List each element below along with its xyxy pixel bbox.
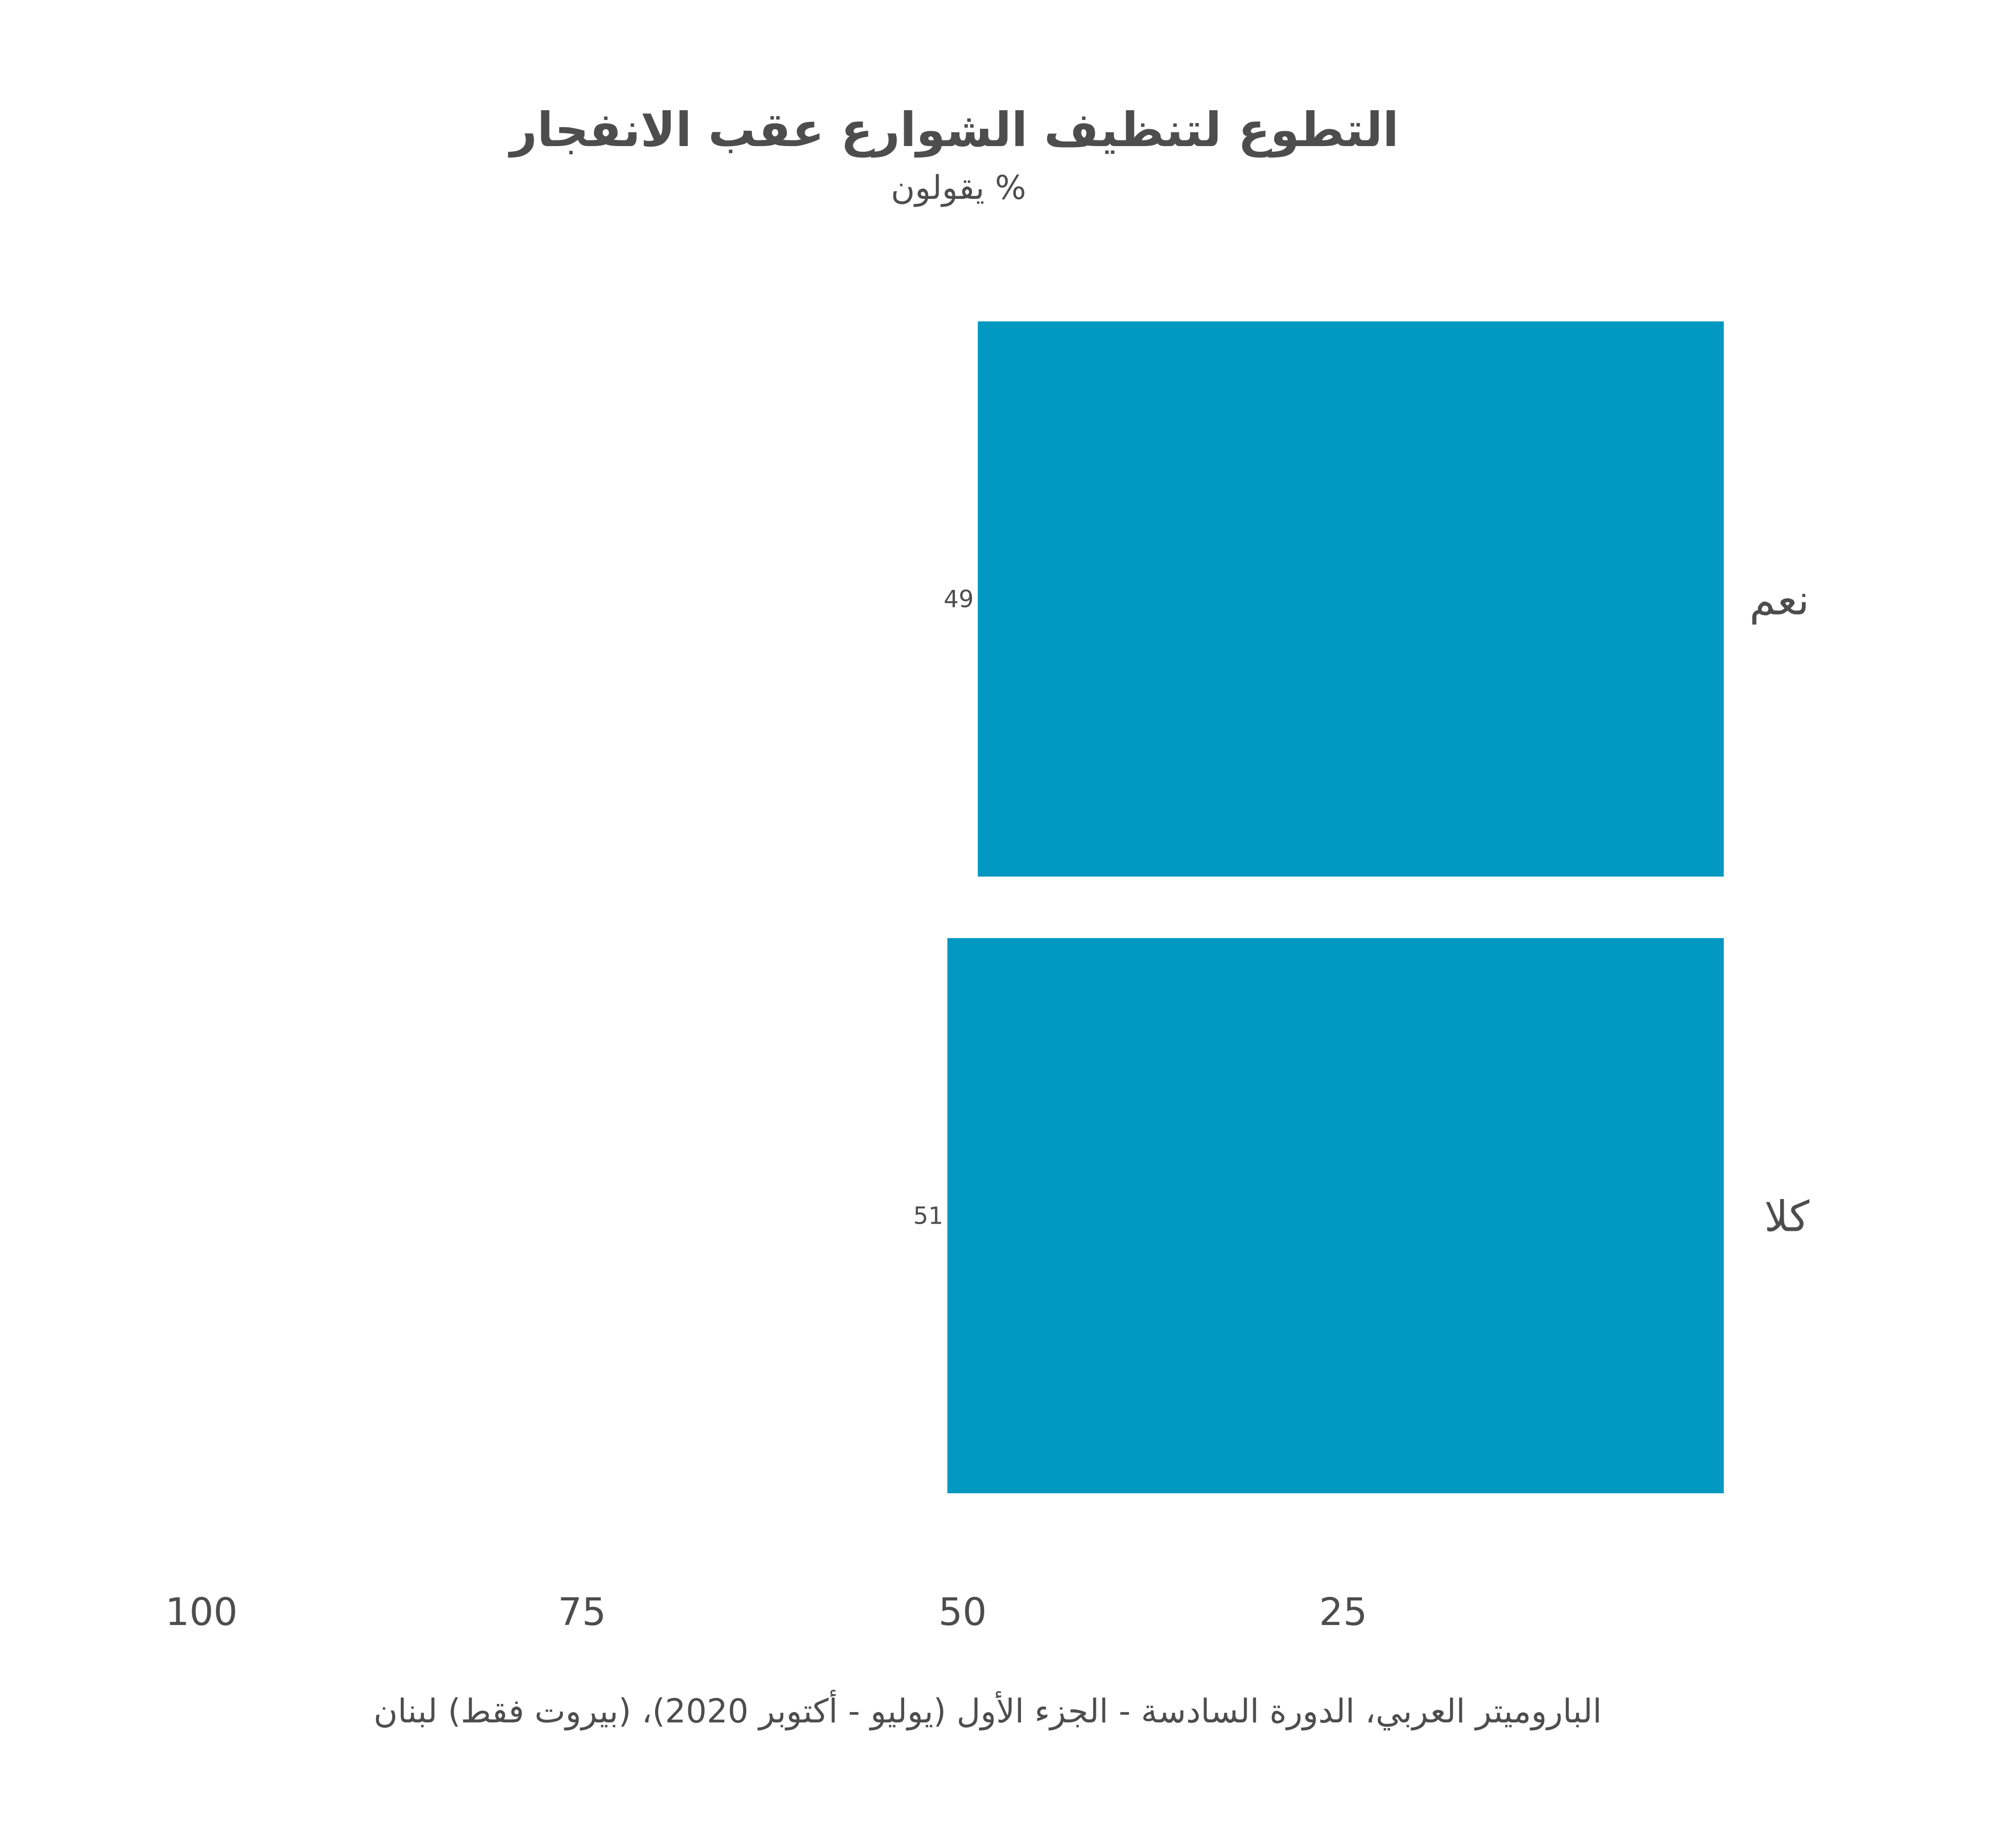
bar-0 [977, 321, 1724, 877]
chart-title: التطوع لتنظيف الشوارع عقب الانفجار [508, 103, 1399, 158]
x-tick-label-0: 100 [165, 1590, 237, 1634]
data-labels-group: 49 51 [913, 585, 974, 1230]
chart-subtitle: % يقولون [891, 169, 1026, 207]
bars-group [947, 321, 1724, 1493]
data-label-1: 51 [913, 1202, 944, 1230]
x-tick-label-2: 50 [939, 1590, 987, 1634]
bar-1 [947, 938, 1724, 1493]
x-tick-label-3: 25 [1319, 1590, 1367, 1634]
x-tick-label-1: 75 [558, 1590, 606, 1634]
data-label-0: 49 [944, 585, 974, 613]
category-labels-group: نعم كلا [1749, 576, 1810, 1242]
chart-caption: الباروميتر العربي، الدورة السادسة - الجز… [374, 1690, 1602, 1731]
category-label-0: نعم [1749, 576, 1809, 625]
category-label-1: كلا [1764, 1193, 1810, 1242]
x-axis-ticks-group: 100 75 50 25 [165, 1590, 1367, 1634]
